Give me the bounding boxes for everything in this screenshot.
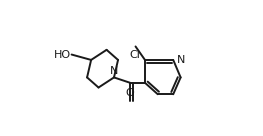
Text: N: N bbox=[110, 66, 118, 76]
Text: Cl: Cl bbox=[129, 50, 140, 60]
Text: HO: HO bbox=[54, 50, 71, 60]
Text: O: O bbox=[126, 88, 135, 98]
Text: N: N bbox=[177, 55, 186, 65]
